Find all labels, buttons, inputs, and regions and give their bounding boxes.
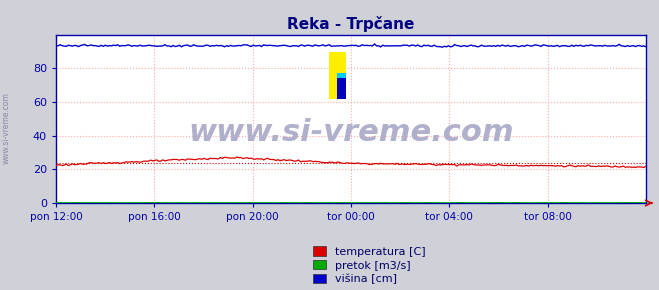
Bar (329, 52, 345, 99)
Bar (337, 77, 345, 99)
Text: www.si-vreme.com: www.si-vreme.com (188, 118, 514, 147)
Title: Reka - Trpčane: Reka - Trpčane (287, 16, 415, 32)
Bar (337, 73, 345, 99)
Text: www.si-vreme.com: www.si-vreme.com (2, 92, 11, 164)
Legend: temperatura [C], pretok [m3/s], višina [cm]: temperatura [C], pretok [m3/s], višina [… (312, 246, 426, 284)
